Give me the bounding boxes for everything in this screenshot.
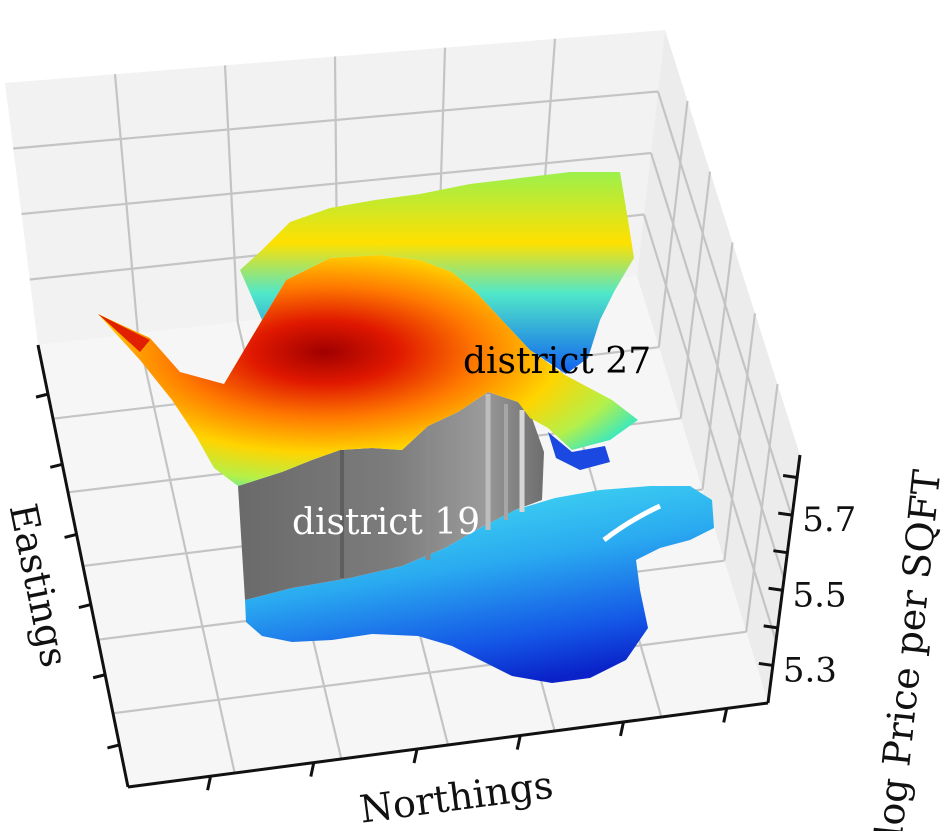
eastings-tick bbox=[78, 603, 92, 610]
z-tick bbox=[763, 624, 778, 630]
district-27-surface-patch bbox=[98, 255, 638, 486]
z-axis-title: log Price per SQFT bbox=[867, 468, 949, 831]
eastings-tick bbox=[92, 673, 106, 680]
northings-tick bbox=[722, 708, 729, 723]
district-19-surface bbox=[245, 486, 714, 683]
floor-gridline bbox=[112, 630, 747, 715]
eastings-axis-line bbox=[36, 344, 130, 788]
z-tick-label: 5.3 bbox=[783, 650, 837, 690]
eastings-tick bbox=[49, 462, 63, 469]
back-wall-gridline bbox=[13, 90, 659, 150]
northings-tick bbox=[515, 735, 522, 750]
district-27-surface bbox=[98, 172, 638, 486]
eastings-tick bbox=[107, 743, 120, 750]
eastings-tick bbox=[64, 532, 77, 539]
right-wall-gridline bbox=[649, 152, 786, 580]
z-tick-label: 5.5 bbox=[793, 575, 847, 615]
back-wall-gridline bbox=[21, 151, 652, 216]
z-axis-line bbox=[766, 454, 802, 704]
z-tick bbox=[782, 474, 798, 480]
district-27-spike bbox=[98, 314, 150, 352]
z-tick-labels: 5.3 5.5 5.7 bbox=[783, 500, 856, 690]
boundary-wall-face bbox=[238, 392, 544, 600]
district-27-back-ridge bbox=[240, 172, 634, 374]
x-axis-title: Northings bbox=[357, 763, 556, 831]
eastings-tick bbox=[35, 392, 49, 399]
district-19-gap bbox=[602, 503, 662, 542]
district-19-surface-patch bbox=[245, 486, 714, 683]
district-27-lobe bbox=[548, 432, 610, 470]
axis-ticks bbox=[35, 392, 798, 791]
z-tick bbox=[778, 511, 793, 517]
northings-axis-line bbox=[127, 701, 769, 789]
northings-tick bbox=[412, 748, 419, 764]
right-wall-gridline bbox=[656, 91, 794, 518]
district-19-label: district 19 bbox=[292, 502, 480, 543]
axes-lines bbox=[36, 344, 802, 789]
z-tick bbox=[758, 661, 774, 667]
z-tick bbox=[773, 549, 788, 555]
z-tick-label: 5.7 bbox=[802, 500, 856, 540]
y-axis-title: Eastings bbox=[1, 500, 77, 671]
boundary-wall bbox=[238, 392, 544, 600]
district-27-label: district 27 bbox=[463, 341, 651, 382]
northings-tick bbox=[206, 775, 213, 791]
northings-tick bbox=[619, 721, 625, 737]
right-wall-gridline bbox=[642, 214, 778, 642]
z-tick bbox=[768, 586, 783, 592]
northings-tick bbox=[309, 762, 316, 777]
